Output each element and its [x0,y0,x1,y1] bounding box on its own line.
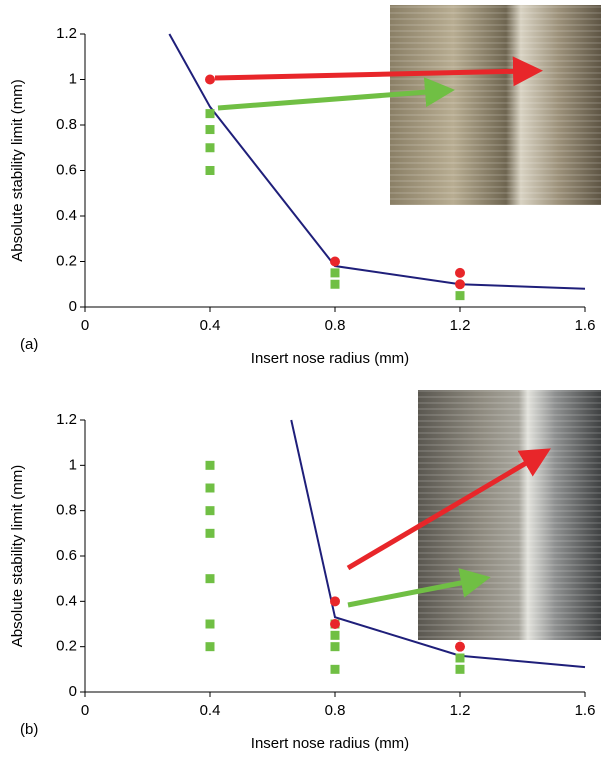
y-tick-label: 0.4 [56,592,77,609]
unstable-point [330,596,340,607]
unstable-point [330,619,340,629]
stable-point [330,630,340,640]
stable-point [205,574,215,584]
photo-a [214,5,601,205]
stable-point [330,279,340,289]
stable-point [205,528,215,538]
stability-curve [290,419,586,669]
y-tick-label: 0.2 [56,638,77,655]
stable-point [205,506,215,516]
unstable-point [455,267,465,278]
panel-label: (b) [20,721,38,738]
x-tick-label: 1.2 [450,317,471,334]
y-axis-label: Absolute stability limit (mm) [9,465,26,648]
x-tick-label: 0.8 [325,702,346,719]
y-tick-label: 0 [69,298,77,315]
stable-point [205,642,215,652]
stable-point [205,109,215,119]
unstable-point [330,256,340,267]
panel-label: (a) [20,336,38,353]
x-tick-label: 0.4 [200,317,221,334]
stable-point [330,268,340,278]
stable-point [205,166,215,175]
stable-point [330,664,340,674]
y-tick-label: 1.2 [56,25,77,42]
y-tick-label: 0.2 [56,252,77,269]
x-axis-label: Insert nose radius (mm) [251,735,409,752]
plot-a: 0 0.2 0.4 0.6 0.8 1 1.2 0 0.4 0.8 1.2 1.6 Insert nos… [9,25,595,367]
stable-point [455,664,465,674]
unstable-point [205,74,215,85]
y-tick-label: 0.6 [56,161,77,178]
y-tick-label: 1 [69,70,77,87]
y-tick-label: 1 [69,456,77,473]
unstable-point [455,641,465,652]
stable-point [205,619,215,629]
stable-point [205,483,215,493]
y-tick-label: 0.4 [56,207,77,224]
plot-b: 0 0.2 0.4 0.6 0.8 1 1.2 0 0.4 0.8 1.2 1.6 Insert nos… [9,411,595,752]
y-tick-label: 0 [69,683,77,700]
x-axis-label: Insert nose radius (mm) [251,350,409,367]
x-tick-label: 1.2 [450,702,471,719]
x-tick-label: 0.8 [325,317,346,334]
y-tick-label: 0.6 [56,547,77,564]
stable-point [205,460,215,470]
x-tick-label: 0 [81,702,89,719]
x-tick-label: 0.4 [200,702,221,719]
unstable-point [455,279,465,290]
y-axis-label: Absolute stability limit (mm) [9,79,26,262]
y-tick-label: 0.8 [56,116,77,133]
stable-point [205,125,215,135]
stable-point [205,143,215,153]
x-tick-label: 1.6 [575,317,596,334]
stable-point [455,291,465,301]
y-tick-label: 1.2 [56,411,77,428]
x-tick-label: 0 [81,317,89,334]
y-tick-label: 0.8 [56,502,77,519]
x-tick-label: 1.6 [575,702,596,719]
stable-point [455,653,465,663]
stable-point [330,642,340,652]
photo-b [346,390,601,640]
